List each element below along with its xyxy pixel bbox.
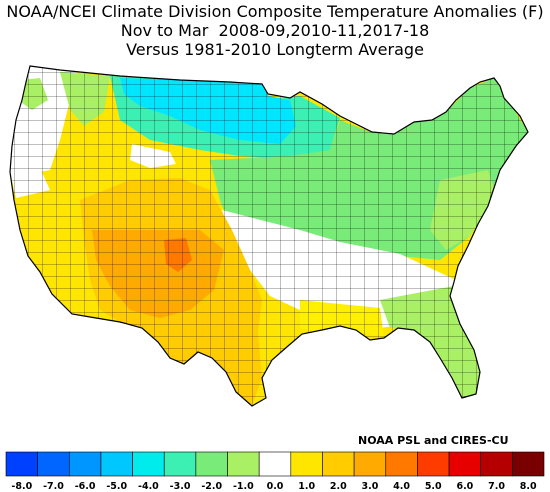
legend-tick-label: 3.0 bbox=[362, 481, 379, 492]
color-swatch bbox=[195, 451, 228, 477]
us-climate-division-map bbox=[9, 65, 529, 407]
legend-tick-label: -5.0 bbox=[106, 481, 127, 492]
color-scale-legend: -8.0 -7.0 -6.0 -5.0 -4.0 -3.0 -2.0 -1.0 0.0 1.0 2.… bbox=[5, 451, 545, 492]
color-swatch bbox=[512, 451, 545, 477]
color-swatch bbox=[322, 451, 355, 477]
legend-tick-label: -6.0 bbox=[75, 481, 96, 492]
legend-tick-label: -3.0 bbox=[170, 481, 191, 492]
color-swatch bbox=[480, 451, 513, 477]
map-title-line-2: Nov to Mar 2008-09,2010-11,2017-18 bbox=[120, 21, 430, 40]
map-title-line-1: NOAA/NCEI Climate Division Composite Tem… bbox=[6, 2, 544, 21]
legend-tick-label: 8.0 bbox=[520, 481, 537, 492]
color-swatch bbox=[100, 451, 133, 477]
legend-tick-label: -7.0 bbox=[43, 481, 64, 492]
legend-tick-label: -2.0 bbox=[201, 481, 222, 492]
legend-tick-label: 1.0 bbox=[298, 481, 315, 492]
color-swatch bbox=[227, 451, 260, 477]
legend-tick-label: -1.0 bbox=[233, 481, 254, 492]
color-swatch bbox=[353, 451, 387, 477]
color-swatch bbox=[448, 451, 482, 477]
legend-tick-label: 7.0 bbox=[488, 481, 505, 492]
color-swatch bbox=[37, 451, 70, 477]
color-swatch bbox=[163, 451, 197, 477]
legend-tick-label: 4.0 bbox=[393, 481, 410, 492]
color-swatch bbox=[258, 451, 292, 477]
legend-tick-label: 6.0 bbox=[456, 481, 473, 492]
color-swatch bbox=[385, 451, 418, 477]
legend-tick-label: -8.0 bbox=[11, 481, 32, 492]
color-swatch bbox=[68, 451, 102, 477]
legend-tick-label: 5.0 bbox=[425, 481, 442, 492]
color-swatch bbox=[132, 451, 165, 477]
legend-tick-label: -4.0 bbox=[138, 481, 159, 492]
map-title-line-3: Versus 1981-2010 Longterm Average bbox=[126, 40, 424, 59]
color-swatch bbox=[417, 451, 450, 477]
color-swatch bbox=[5, 451, 38, 477]
legend-tick-label: 2.0 bbox=[330, 481, 347, 492]
color-swatch bbox=[290, 451, 323, 477]
legend-tick-label: 0.0 bbox=[267, 481, 284, 492]
data-credit: NOAA PSL and CIRES-CU bbox=[358, 434, 509, 447]
